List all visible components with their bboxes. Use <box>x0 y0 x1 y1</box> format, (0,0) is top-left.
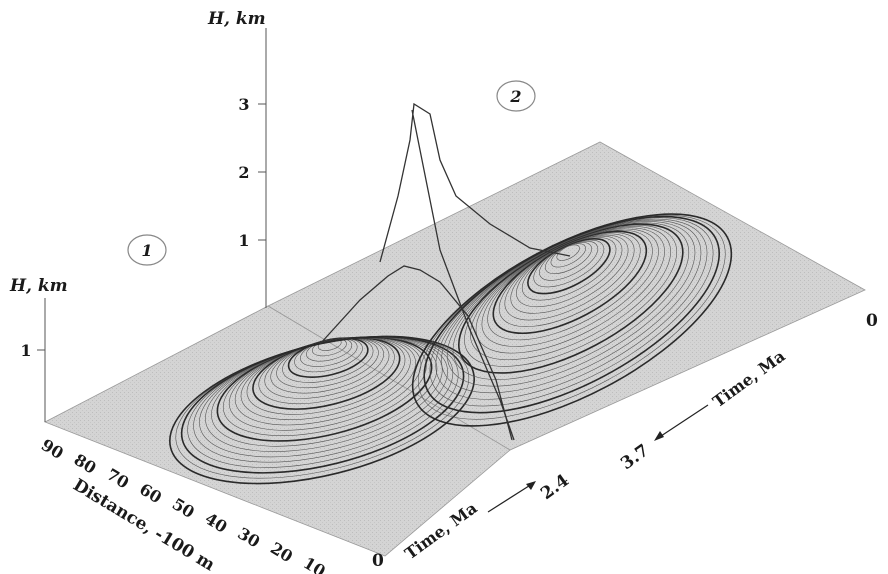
distance-tick-label: 60 <box>136 479 165 507</box>
contour-line <box>458 223 684 374</box>
contour-lines-panel-2 <box>411 213 733 427</box>
distance-tick-label: 30 <box>234 524 263 552</box>
z-axis-title-panel-2: H, km <box>207 9 266 29</box>
distance-tick-label: 70 <box>103 465 132 493</box>
ridge-line <box>411 109 515 441</box>
ridge-line <box>379 102 571 263</box>
distance-tick-label: 80 <box>71 450 100 478</box>
z-tick-label: 3 <box>238 95 249 114</box>
time-start-tick-panel-1: 0 <box>372 551 384 571</box>
contour-line <box>510 234 629 314</box>
panel-marker-1: 1 <box>127 234 167 266</box>
z-tick-label: 1 <box>20 341 31 360</box>
distance-tick-label: 10 <box>300 553 329 574</box>
z-tick-label: 2 <box>238 163 249 182</box>
panel-marker-2: 2 <box>496 80 536 112</box>
contour-line <box>527 238 611 295</box>
distance-tick-label: 90 <box>38 435 67 463</box>
contour-line <box>169 335 475 485</box>
time-arrow-head-panel-1 <box>526 481 536 490</box>
distance-tick-label: 50 <box>169 494 198 522</box>
contour-line <box>550 243 586 268</box>
distance-tick-label: 40 <box>202 509 231 537</box>
contour-line <box>521 237 617 301</box>
time-start-tick-panel-2: 0 <box>866 311 878 331</box>
z-ticks-panel-1: 1 <box>20 341 45 360</box>
time-end-tick-panel-2: 3.7 <box>617 440 653 474</box>
distance-tick-label: 20 <box>267 538 296 566</box>
contour-line <box>492 230 648 335</box>
time-axis-title-panel-2: Time, Ma <box>709 346 788 411</box>
contour-line <box>487 229 653 341</box>
svg-text:2: 2 <box>509 87 521 106</box>
contour-line <box>544 242 593 275</box>
contour-line <box>452 222 690 380</box>
ridge-line <box>319 265 513 441</box>
time-arrow-head-panel-2 <box>654 431 664 441</box>
time-end-tick-panel-1: 2.4 <box>537 470 573 504</box>
contour-line <box>411 213 733 427</box>
time-arrow-panel-2 <box>657 404 709 439</box>
z-axis-title-panel-1: H, km <box>9 276 68 296</box>
contour-lines-panel-1 <box>169 335 475 485</box>
surface-ridges <box>319 102 571 441</box>
z-ticks-panel-2: 1 2 3 <box>238 95 266 250</box>
time-arrow-panel-1 <box>487 483 533 513</box>
contour-line <box>446 221 696 387</box>
z-tick-label: 1 <box>238 231 249 250</box>
base-plane-panel-1 <box>44 305 511 557</box>
svg-text:1: 1 <box>141 241 152 260</box>
